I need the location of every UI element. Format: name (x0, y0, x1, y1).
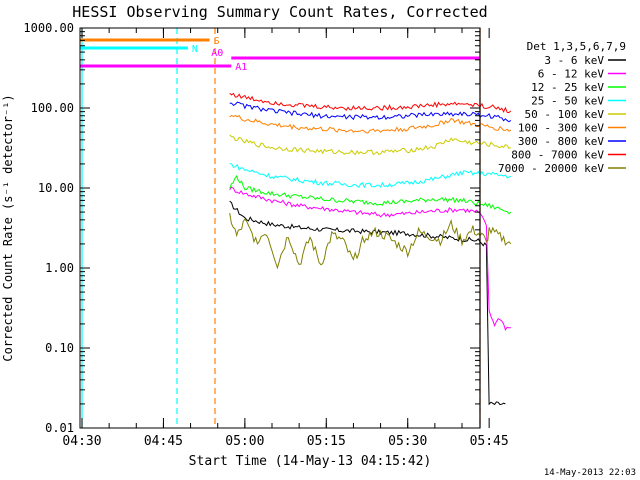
legend-entry-label: 25 - 50 keV (531, 95, 604, 108)
legend-entry-label: 100 - 300 keV (518, 122, 604, 135)
x-tick-label: 05:45 (470, 434, 509, 449)
y-axis: 0.01 0.10 1.00 10.00 100.00 1000.00 (23, 21, 480, 435)
legend-entry-label: 800 - 7000 keV (511, 149, 604, 162)
x-tick-label: 05:00 (225, 434, 264, 449)
legend-entry-label: 6 - 12 keV (538, 68, 605, 81)
attenuator-label-a0: A0 (211, 48, 223, 59)
x-axis-label: Start Time (14-May-13 04:15:42) (189, 454, 432, 469)
series-line (229, 200, 506, 406)
plot-frame (79, 27, 481, 429)
legend-entry-label: 3 - 6 keV (544, 54, 604, 67)
series-line (229, 114, 512, 134)
y-tick-label: 100.00 (31, 101, 74, 115)
y-tick-label: 0.10 (45, 341, 74, 355)
attenuator-label-a1: A1 (235, 62, 247, 73)
legend-entry-label: 50 - 100 keV (525, 108, 605, 121)
series-line (229, 92, 512, 114)
x-tick-label: 05:15 (307, 434, 346, 449)
x-tick-label: 04:45 (144, 434, 183, 449)
legend-entry-label: 7000 - 20000 keV (498, 162, 604, 175)
attenuator-bars: S N A0 A1 (80, 36, 480, 73)
chart-title: HESSI Observing Summary Count Rates, Cor… (72, 3, 487, 21)
y-tick-label: 0.01 (45, 421, 74, 435)
x-tick-label: 04:30 (62, 434, 101, 449)
series-line (229, 101, 512, 123)
legend-entry-label: 12 - 25 keV (531, 81, 604, 94)
series-line (229, 134, 512, 156)
series-line (229, 213, 512, 270)
series-line (229, 163, 512, 189)
series-line (229, 174, 512, 215)
attenuator-label-n: N (192, 44, 198, 55)
footer-date: 14-May-2013 22:03 (544, 468, 636, 478)
y-tick-label: 1.00 (45, 261, 74, 275)
y-tick-label: 1000.00 (23, 21, 74, 35)
legend-entry-label: 300 - 800 keV (518, 135, 604, 148)
y-tick-label: 10.00 (38, 181, 74, 195)
data-series (229, 92, 512, 406)
series-line (229, 186, 511, 331)
x-tick-label: 05:30 (388, 434, 427, 449)
legend-title: Det 1,3,5,6,7,9 (527, 40, 626, 53)
y-axis-label: Corrected Count Rate (s⁻¹ detector⁻¹) (1, 94, 15, 361)
attenuator-label-s: S (214, 36, 220, 47)
x-axis: 04:30 04:45 05:00 05:15 05:30 05:45 (62, 28, 509, 449)
